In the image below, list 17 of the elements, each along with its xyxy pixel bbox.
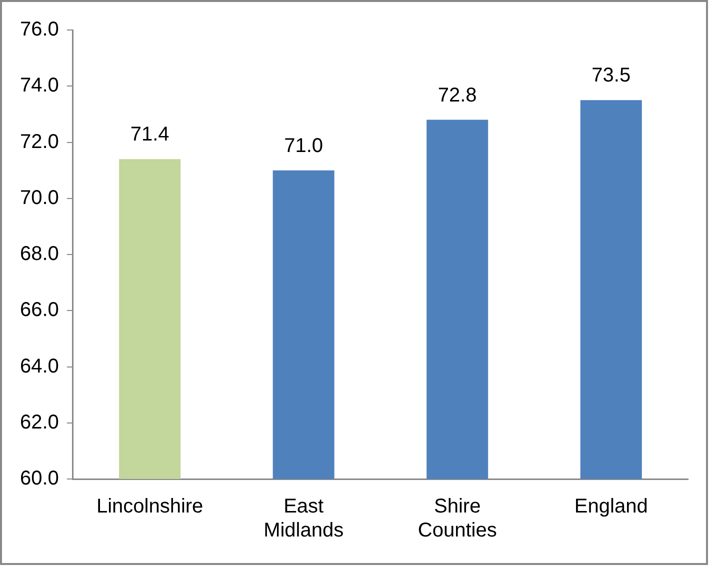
y-tick-label: 70.0 (20, 186, 59, 209)
data-label: 71.0 (284, 134, 324, 157)
y-tick-label: 68.0 (20, 243, 59, 266)
y-tick-label: 60.0 (20, 468, 59, 490)
y-tick-label: 64.0 (20, 355, 59, 378)
data-label: 71.4 (130, 124, 170, 146)
data-label: 73.5 (592, 64, 631, 87)
x-tick-label: East Midlands (264, 496, 344, 542)
y-tick-label: 62.0 (20, 411, 59, 434)
y-tick-label: 74.0 (20, 74, 59, 97)
data-label: 72.8 (438, 84, 477, 106)
x-tick-label: Shire Counties (418, 496, 497, 542)
x-tick-label: Lincolnshire (96, 496, 204, 518)
y-tick-label: 72.0 (20, 130, 59, 153)
y-tick-label: 76.0 (20, 18, 59, 41)
y-tick-label: 66.0 (20, 299, 59, 322)
x-tick-label: England (574, 496, 648, 518)
